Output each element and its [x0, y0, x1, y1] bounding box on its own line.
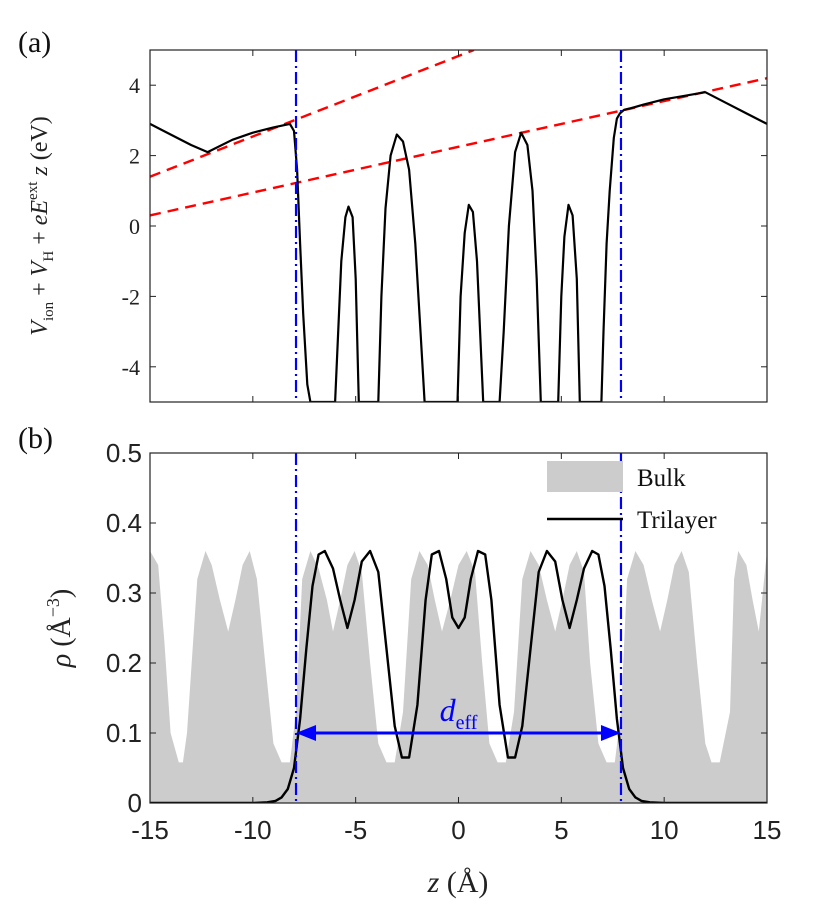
potential-curve	[150, 91, 767, 402]
legend: Bulk Trilayer	[547, 461, 717, 534]
y-ticks-b: 0 0.1 0.2 0.3 0.4 0.5	[106, 438, 767, 818]
y-tick-label-a: 2	[129, 144, 140, 169]
trilayer-curve	[150, 549, 767, 803]
panel-a-label: (a)	[18, 26, 51, 59]
legend-trilayer-label: Trilayer	[637, 507, 717, 534]
deff-arrow-head-left	[296, 725, 317, 741]
x-tick-label: -15	[131, 815, 169, 845]
fit-line-lower	[150, 77, 767, 217]
panel-b-label: (b)	[18, 422, 53, 455]
deff-arrow	[296, 725, 621, 741]
legend-bulk-swatch	[547, 461, 623, 492]
deff-label: deff	[440, 692, 478, 734]
y-axis-label-a: Vion + VH + eEext z (eV)	[25, 116, 57, 335]
potential-curve-group	[150, 91, 767, 402]
y-tick-label-b: 0.3	[106, 578, 142, 608]
y-tick-label-b: 0.1	[106, 718, 142, 748]
x-tick-label: 0	[451, 815, 465, 845]
fit-lines	[150, 50, 767, 217]
y-tick-label-a: -2	[122, 284, 140, 309]
y-tick-label-a: 4	[129, 73, 140, 98]
y-tick-label-b: 0	[128, 788, 142, 818]
x-tick-label: 15	[753, 815, 782, 845]
y-tick-label-a: -4	[122, 355, 140, 380]
bulk-area	[150, 551, 767, 803]
y-axis-label-b: ρ (Å−3)	[43, 589, 77, 668]
trilayer-curve-group	[150, 549, 767, 803]
panel-b: (b) deff Bulk Trilayer 00.10.20.30.40.5 …	[18, 422, 781, 899]
x-ticks-b: -15 -10 -5 0 5 10 15	[131, 453, 781, 845]
panel-a: (a) 4 2 0 -2 -4 Vion + VH + eEext z (eV)	[18, 26, 768, 403]
dashdot-lines-a	[294, 50, 623, 402]
legend-bulk-label: Bulk	[637, 465, 686, 492]
bulk-area-group	[150, 551, 767, 803]
x-tick-label: -5	[344, 815, 367, 845]
y-tick-label-a: 0	[129, 214, 140, 239]
x-axis-label: z (Å)	[427, 866, 489, 899]
x-tick-label: 10	[650, 815, 679, 845]
dashdot-lines-b	[294, 453, 623, 803]
x-tick-label: 5	[554, 815, 568, 845]
fit-line-upper	[150, 50, 475, 178]
deff-arrow-head-right	[600, 725, 621, 741]
x-tick-label: -10	[234, 815, 272, 845]
y-tick-label-b: 0.5	[106, 438, 142, 468]
y-tick-label-b: 0.4	[106, 508, 142, 538]
y-tick-label-b: 0.2	[106, 648, 142, 678]
y-ticks-a: 4 2 0 -2 -4	[122, 50, 768, 402]
